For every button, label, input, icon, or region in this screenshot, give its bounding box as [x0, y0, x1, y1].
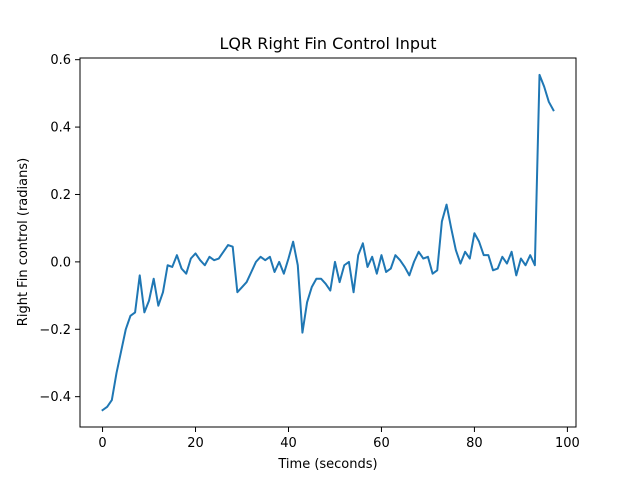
- x-tick-label: 80: [466, 436, 483, 451]
- x-axis-label: Time (seconds): [277, 457, 377, 472]
- x-tick-label: 40: [280, 436, 297, 451]
- plot-frame: [79, 57, 577, 428]
- y-tick-label: −0.4: [39, 390, 71, 405]
- x-tick-label: 100: [555, 436, 580, 451]
- x-tick-label: 60: [373, 436, 390, 451]
- x-tick-label: 20: [187, 436, 204, 451]
- y-tick-label: −0.2: [39, 323, 71, 338]
- y-axis-label: Right Fin control (radians): [16, 158, 31, 326]
- y-tick-label: 0.0: [50, 255, 71, 270]
- y-tick-label: 0.6: [50, 53, 71, 68]
- y-tick-label: 0.2: [50, 188, 71, 203]
- chart-title: LQR Right Fin Control Input: [220, 34, 437, 53]
- x-tick-label: 0: [98, 436, 106, 451]
- y-tick-label: 0.4: [50, 121, 71, 136]
- series-line-0: [101, 73, 555, 412]
- plot-area: 0 20 40 60 80 100 −0.4 −0.2 0.0 0.2 0.4 0.6: [39, 53, 579, 451]
